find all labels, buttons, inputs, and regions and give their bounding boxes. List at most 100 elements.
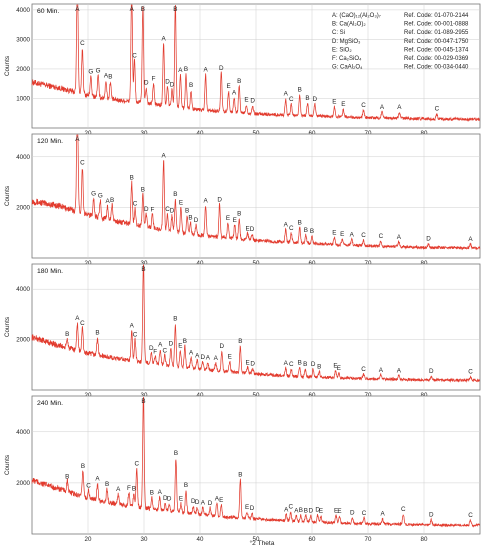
peak-label: D	[208, 500, 213, 507]
peak-label: A	[468, 236, 473, 243]
peak-label: B	[188, 215, 192, 222]
legend-phase: B: Ca(Al₂O)₂	[332, 22, 366, 28]
x-tick-label: 50	[253, 260, 260, 267]
peak-label: A	[379, 367, 384, 374]
peak-label: C	[289, 96, 294, 103]
peak-label: D	[149, 345, 154, 352]
peak-label: C	[468, 369, 473, 376]
peak-label: A	[158, 489, 163, 496]
peak-label: B	[141, 187, 145, 194]
y-tick-label: 4000	[16, 286, 30, 293]
y-tick-label: 2000	[16, 480, 30, 487]
x-tick-label: 40	[197, 392, 204, 399]
peak-label: B	[173, 191, 177, 198]
peak-label: E	[319, 508, 323, 515]
peak-label: C	[362, 510, 367, 517]
peak-label: E	[178, 343, 182, 350]
legend-ref-code: Ref. Code: 01-089-2955	[404, 30, 469, 36]
y-tick-label: 4000	[16, 429, 30, 436]
peak-label: B	[141, 266, 145, 273]
y-axis-label: Counts	[4, 186, 11, 206]
peak-label: B	[173, 6, 177, 13]
peak-label: B	[238, 472, 242, 479]
peak-label: B	[184, 66, 188, 73]
x-tick-label: 70	[365, 392, 372, 399]
peak-label: A	[284, 221, 289, 228]
peak-label: C	[288, 504, 293, 511]
x-tick-label: 20	[85, 260, 92, 267]
peak-label: C	[133, 332, 138, 339]
peak-label: B	[310, 228, 314, 235]
peak-label: C	[132, 52, 137, 59]
peak-label: B	[237, 78, 241, 85]
panel-title: 120 Min.	[37, 138, 63, 145]
legend-phase: D: MgSiO₃	[332, 39, 361, 45]
x-tick-label: 40	[197, 536, 204, 543]
peak-label: C	[361, 102, 366, 109]
peak-label: B	[303, 361, 307, 368]
peak-label: D	[250, 98, 255, 105]
x-tick-label: 60	[309, 392, 316, 399]
peak-label: E	[233, 217, 237, 224]
x-tick-label: 70	[365, 536, 372, 543]
peak-label: E	[341, 101, 345, 108]
legend-ref-code: Ref. Code: 00-045-1374	[404, 47, 469, 53]
y-axis-label: Counts	[4, 317, 11, 337]
x-tick-label: 80	[421, 130, 428, 137]
peak-label: A	[284, 360, 289, 367]
peak-label: D	[313, 96, 318, 103]
peak-label: G	[98, 193, 103, 200]
peak-label: C	[401, 506, 406, 513]
peak-label: A	[380, 511, 385, 518]
peak-label: A	[189, 350, 194, 357]
peak-label: B	[130, 174, 134, 181]
peak-label: E	[245, 225, 249, 232]
peak-label: C	[165, 206, 170, 213]
y-tick-label: 2000	[16, 204, 30, 211]
y-tick-label: 1000	[16, 95, 30, 102]
peak-label: E	[245, 359, 249, 366]
peak-label: A	[158, 341, 163, 348]
peak-label: A	[104, 72, 109, 79]
peak-label: C	[361, 232, 366, 239]
legend-phase: E: SiO₂	[332, 47, 352, 53]
peak-label: A	[214, 355, 219, 362]
peak-label: D	[350, 509, 355, 516]
peak-label: A	[215, 495, 220, 502]
xrd-trace	[31, 134, 481, 251]
x-tick-label: 60	[309, 536, 316, 543]
peak-label: D	[144, 80, 149, 87]
peak-label: D	[315, 507, 320, 514]
peak-label: B	[305, 95, 309, 102]
peak-label: A	[75, 6, 80, 13]
peak-label: F	[150, 207, 154, 214]
peak-label: F	[127, 485, 131, 492]
peak-label: B	[183, 338, 187, 345]
peak-label: E	[179, 199, 183, 206]
peak-label: A	[105, 198, 110, 205]
x-tick-label: 40	[197, 130, 204, 137]
x-tick-label: 50	[253, 130, 260, 137]
peak-label: E	[219, 497, 223, 504]
peak-label: A	[380, 104, 385, 111]
legend-ref-code: Ref. Code: 01-070-2144	[404, 13, 469, 19]
peak-label: B	[299, 507, 303, 514]
x-tick-label: 30	[141, 536, 148, 543]
peak-label: A	[206, 355, 211, 362]
legend-phase: G: CaAl₂O₄	[332, 65, 363, 71]
peak-label: A	[161, 152, 166, 159]
peak-label: B	[108, 74, 112, 81]
x-tick-label: 60	[309, 260, 316, 267]
peak-label: A	[284, 91, 289, 98]
peak-label: B	[65, 473, 69, 480]
peak-label: D	[311, 361, 316, 368]
legend-phase: A: (CaO)₁₂(Al₂O₃)₇	[332, 13, 381, 19]
peak-label: B	[317, 363, 321, 370]
peak-label: A	[294, 507, 299, 514]
x-tick-label: 50	[253, 536, 260, 543]
peak-label: C	[86, 483, 91, 490]
x-tick-label: 80	[421, 260, 428, 267]
peak-label: B	[185, 208, 189, 215]
peak-label: A	[350, 231, 355, 238]
xrd-trace	[31, 4, 481, 122]
